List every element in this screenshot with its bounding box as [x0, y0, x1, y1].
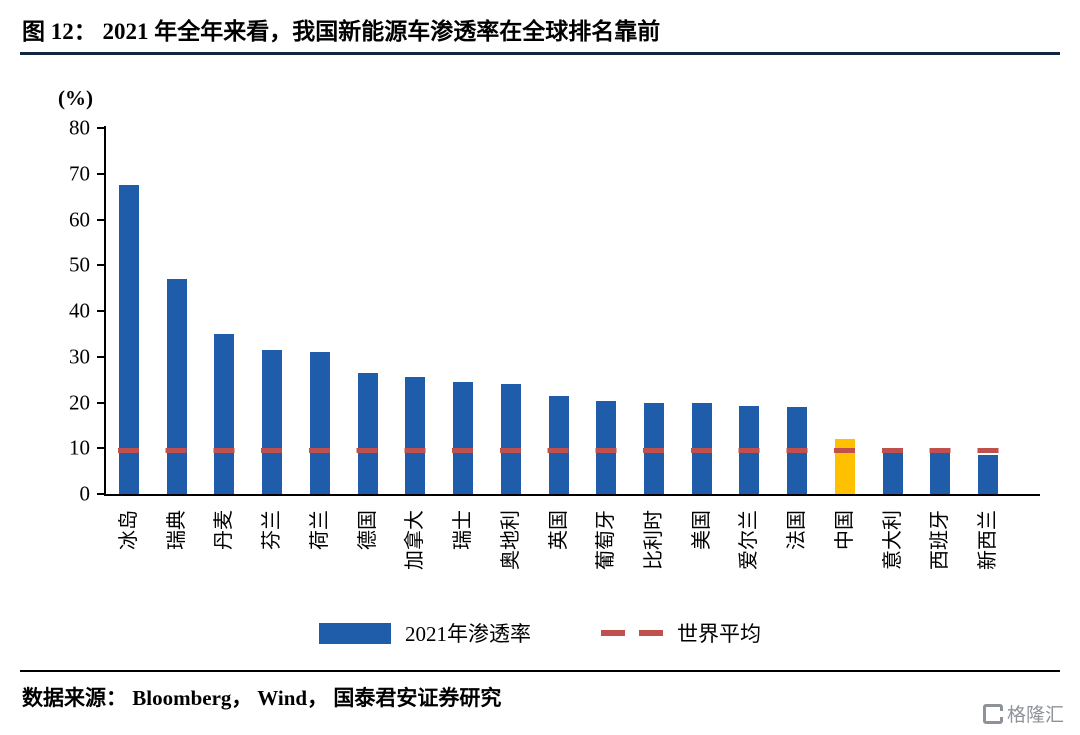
- legend-bar-swatch: [319, 622, 391, 644]
- bar-葡萄牙: [596, 401, 617, 494]
- y-tick-mark: [97, 493, 104, 495]
- y-tick-mark: [97, 218, 104, 221]
- legend-bar-label: 2021年渗透率: [405, 622, 531, 646]
- bar-西班牙: [930, 452, 951, 494]
- y-tick-label: 80: [69, 115, 90, 140]
- bar-德国: [357, 372, 378, 494]
- y-tick-label: 50: [69, 252, 90, 277]
- bar-奥地利: [500, 384, 521, 494]
- category-label: 西班牙: [929, 510, 952, 570]
- y-tick-mark: [97, 127, 104, 129]
- footer-divider: [20, 670, 1060, 672]
- bar-加拿大: [405, 377, 426, 494]
- title-divider: [20, 52, 1060, 55]
- legend-dash-swatch: [601, 630, 663, 636]
- y-tick-label: 60: [69, 207, 90, 231]
- y-tick-mark: [97, 447, 104, 450]
- y-axis-line: [104, 126, 106, 496]
- category-label: 意大利: [881, 510, 904, 570]
- y-tick-label: 70: [69, 161, 90, 186]
- y-tick-label: 0: [79, 481, 91, 506]
- category-label: 新西兰: [977, 510, 1000, 570]
- chart-legend: 2021年渗透率 世界平均: [0, 618, 1080, 648]
- bar-丹麦: [214, 333, 235, 494]
- y-tick-label: 40: [69, 298, 90, 323]
- category-label: 丹麦: [213, 510, 236, 550]
- x-axis-line: [104, 494, 1040, 496]
- category-label: 荷兰: [308, 510, 331, 550]
- category-label: 比利时: [642, 510, 665, 570]
- data-source-text: 数据来源： Bloomberg， Wind， 国泰君安证券研究: [22, 686, 502, 710]
- y-tick-mark: [97, 172, 104, 175]
- glh-logo-icon: [982, 703, 1003, 724]
- y-tick-mark: [97, 264, 104, 267]
- category-label: 芬兰: [261, 510, 284, 550]
- category-label: 法国: [786, 510, 809, 550]
- legend-dash-label: 世界平均: [677, 622, 761, 646]
- y-tick-label: 10: [69, 435, 90, 460]
- category-label: 爱尔兰: [738, 510, 761, 570]
- category-label: 美国: [690, 510, 713, 550]
- figure-title: 图 12： 2021 年全年来看，我国新能源车渗透率在全球排名靠前: [22, 19, 661, 44]
- y-tick-mark: [97, 355, 104, 358]
- category-label: 德国: [356, 510, 379, 550]
- y-tick-mark: [97, 401, 104, 404]
- watermark: 格隆汇: [982, 700, 1064, 727]
- category-label: 葡萄牙: [595, 510, 618, 570]
- bar-芬兰: [262, 349, 283, 494]
- category-label: 冰岛: [117, 510, 140, 550]
- y-axis-unit-label: (%): [58, 86, 93, 110]
- bar-瑞士: [453, 381, 474, 494]
- category-label: 瑞典: [165, 510, 188, 550]
- bar-荷兰: [309, 352, 330, 494]
- category-label: 奥地利: [499, 510, 522, 570]
- category-label: 加拿大: [404, 510, 427, 570]
- bar-意大利: [882, 450, 903, 494]
- y-tick-label: 20: [69, 390, 90, 414]
- category-label: 英国: [547, 510, 570, 550]
- category-label: 中国: [833, 510, 856, 550]
- bar-冰岛: [118, 185, 139, 494]
- category-label: 瑞士: [452, 510, 475, 550]
- bar-新西兰: [978, 455, 999, 494]
- bar-英国: [548, 395, 569, 494]
- bar-瑞典: [166, 278, 187, 494]
- watermark-text: 格隆汇: [1006, 705, 1064, 726]
- world-average-line: [118, 448, 999, 454]
- y-tick-mark: [97, 310, 104, 312]
- y-tick-label: 30: [69, 344, 90, 369]
